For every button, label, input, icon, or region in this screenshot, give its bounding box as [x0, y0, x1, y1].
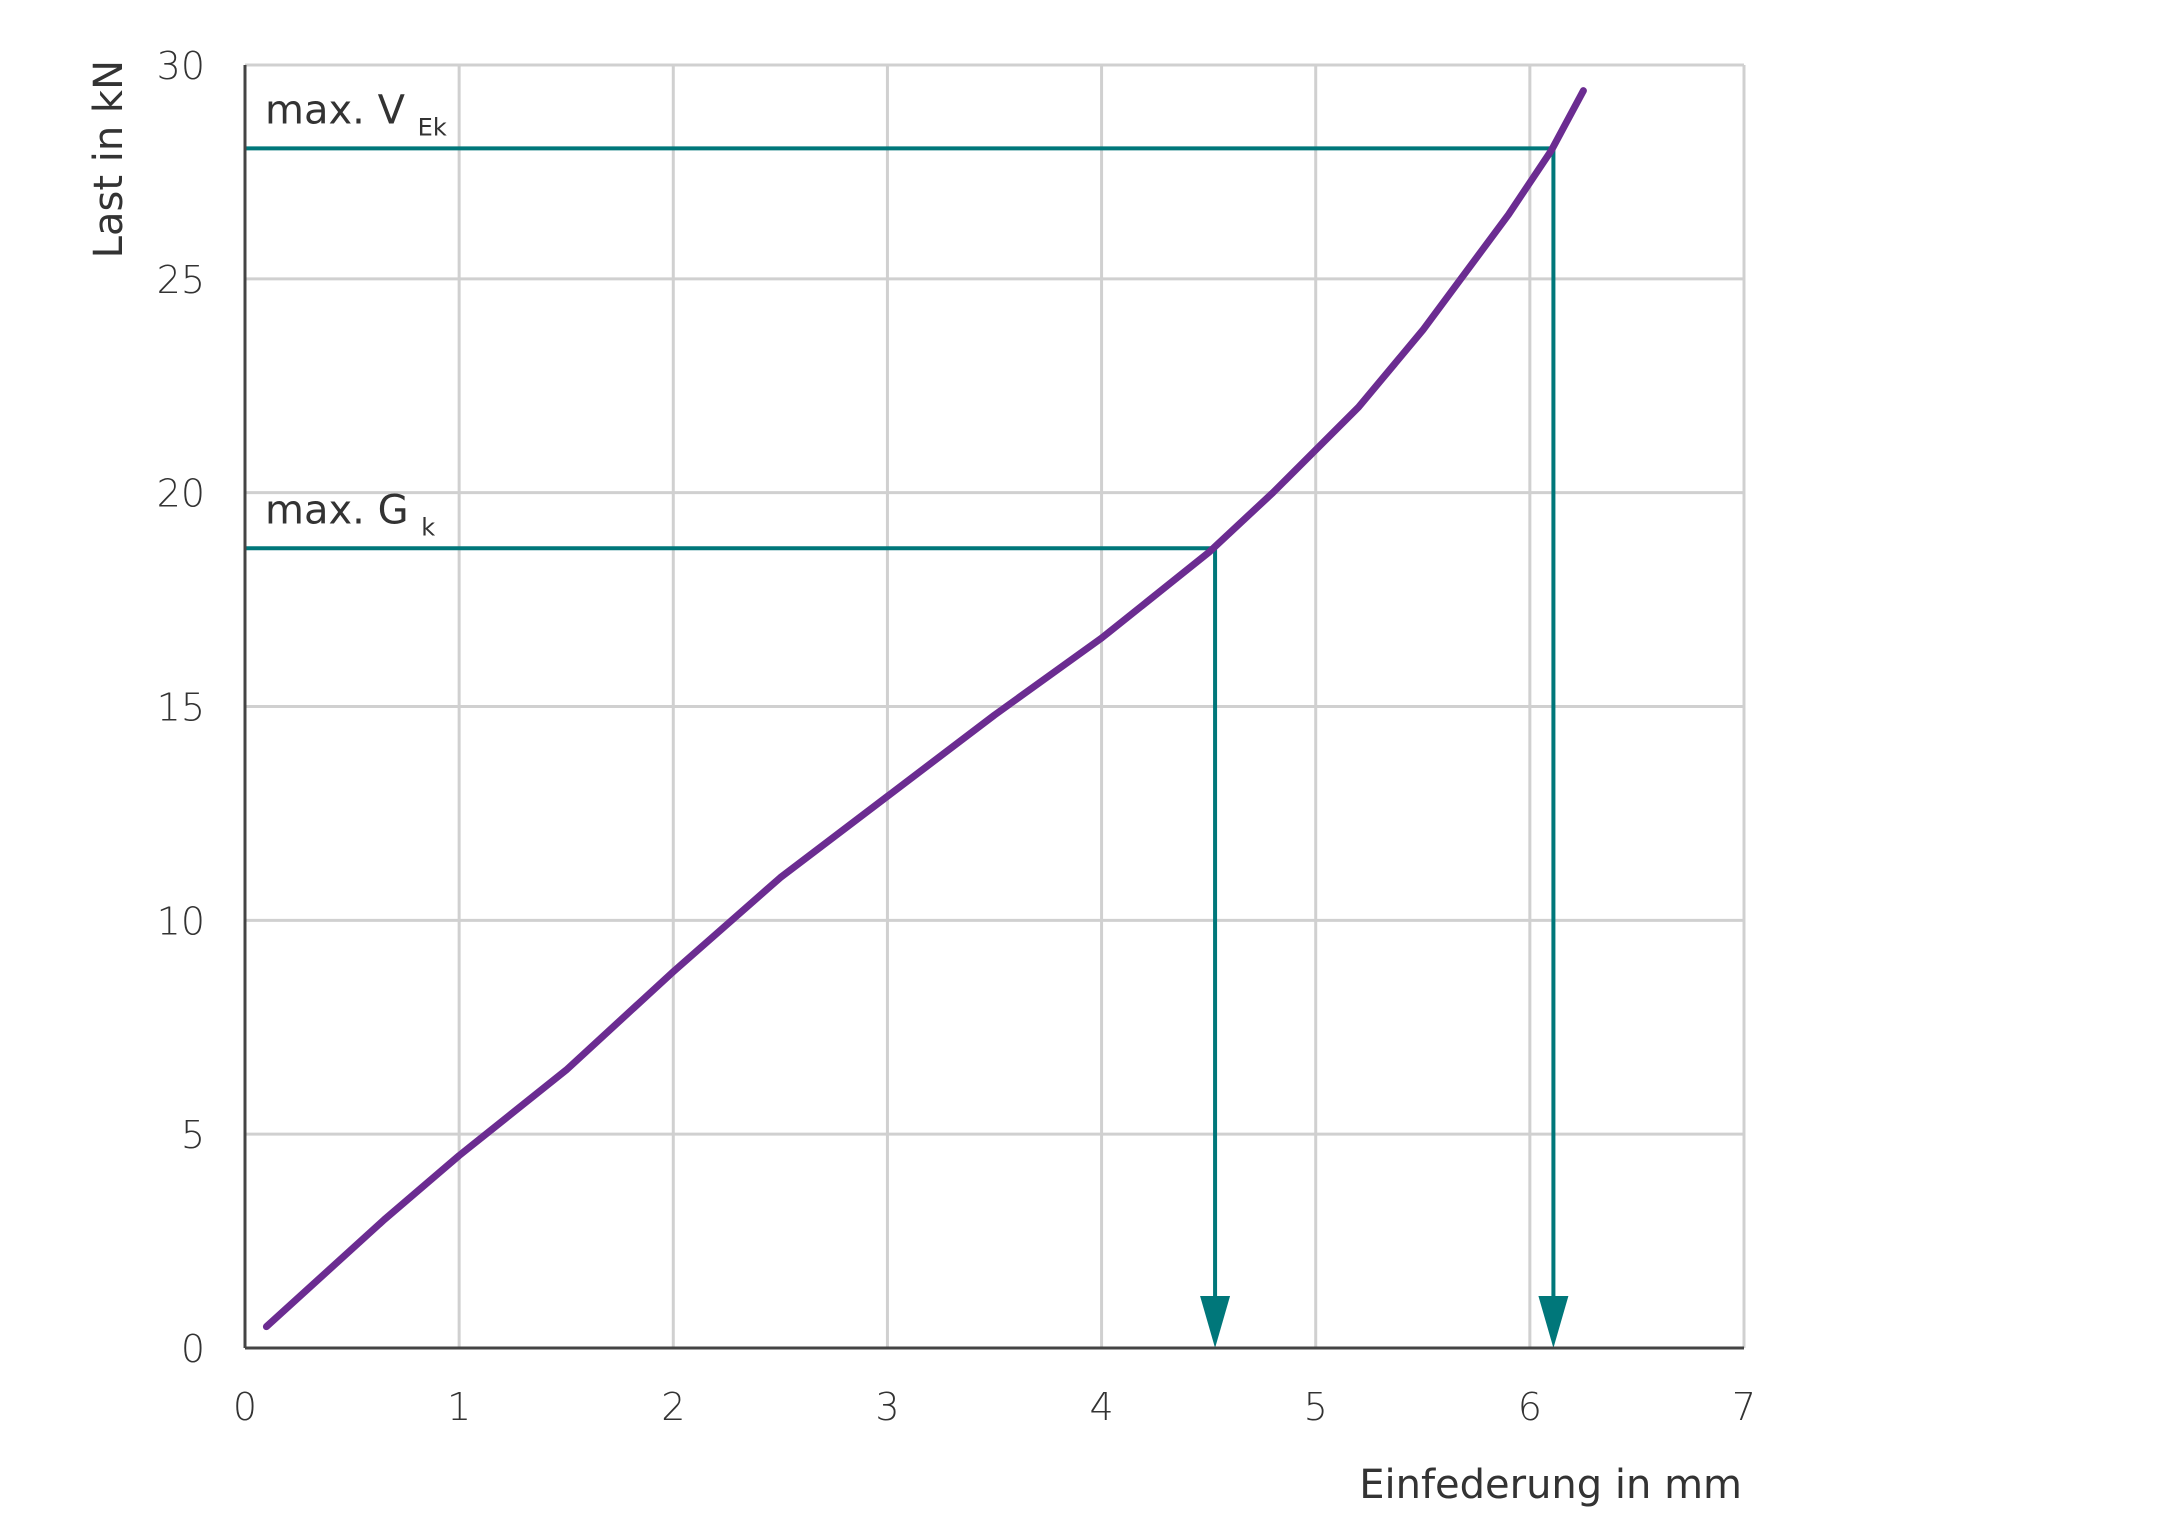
x-tick-label: 7	[1732, 1385, 1756, 1429]
y-tick-label: 10	[157, 899, 205, 943]
y-tick-label: 15	[157, 686, 205, 730]
arrow-down-icon	[1200, 1296, 1231, 1348]
series	[262, 87, 1587, 1331]
arrow-down-icon	[1538, 1296, 1569, 1348]
series-line	[262, 87, 1587, 1331]
y-tick-label: 30	[157, 44, 205, 88]
y-axis-label: Last in kN	[86, 60, 132, 258]
annotation-label: max. V Ek	[265, 87, 447, 141]
x-tick-label: 1	[447, 1385, 471, 1429]
tick-labels: 0 1 2 3 4 5 6 7 0 5 10 15 20 25 30	[157, 44, 1756, 1429]
y-tick-label: 0	[181, 1327, 205, 1371]
y-tick-label: 25	[157, 258, 205, 302]
x-tick-label: 3	[875, 1385, 899, 1429]
x-axis-label: Einfederung in mm	[1359, 1462, 1742, 1508]
x-tick-label: 6	[1518, 1385, 1542, 1429]
x-tick-label: 2	[661, 1385, 685, 1429]
annotations: max. G k max. V Ek	[245, 87, 1569, 1348]
y-tick-label: 5	[181, 1113, 205, 1157]
x-tick-label: 4	[1089, 1385, 1113, 1429]
axes	[243, 65, 1744, 1350]
grid	[243, 63, 1746, 1350]
x-tick-label: 5	[1304, 1385, 1328, 1429]
x-tick-label: 0	[233, 1385, 257, 1429]
annotation-label: max. G k	[265, 487, 435, 541]
y-tick-label: 20	[157, 472, 205, 516]
